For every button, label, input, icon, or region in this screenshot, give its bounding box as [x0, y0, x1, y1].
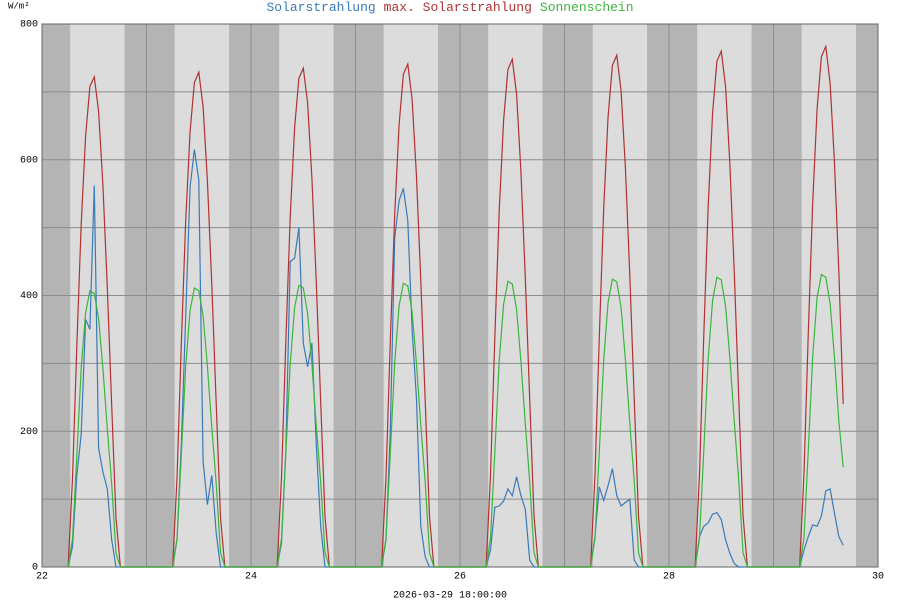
x-tick-label: 22	[36, 572, 48, 583]
x-tick-label: 28	[663, 572, 675, 583]
series-line	[67, 273, 844, 568]
y-tick-label: 600	[20, 155, 38, 166]
y-tick-label: 0	[32, 563, 38, 574]
x-tick-label: 26	[454, 572, 466, 583]
series-line	[67, 149, 844, 568]
y-tick-label: 800	[20, 20, 38, 31]
legend-entry: max. Solarstrahlung	[384, 0, 532, 15]
y-tick-label: 400	[20, 291, 38, 302]
x-tick-label: 30	[872, 572, 884, 583]
legend: Solarstrahlung max. Solarstrahlung Sonnens…	[266, 0, 633, 15]
y-unit: W/m²	[8, 1, 30, 11]
x-axis-label: 2026-03-29 18:00:00	[393, 591, 507, 600]
series-line	[67, 44, 844, 568]
legend-entry: Sonnenschein	[540, 0, 634, 15]
legend-entry: Solarstrahlung	[266, 0, 375, 15]
y-tick-label: 200	[20, 427, 38, 438]
x-tick-label: 24	[245, 572, 257, 583]
